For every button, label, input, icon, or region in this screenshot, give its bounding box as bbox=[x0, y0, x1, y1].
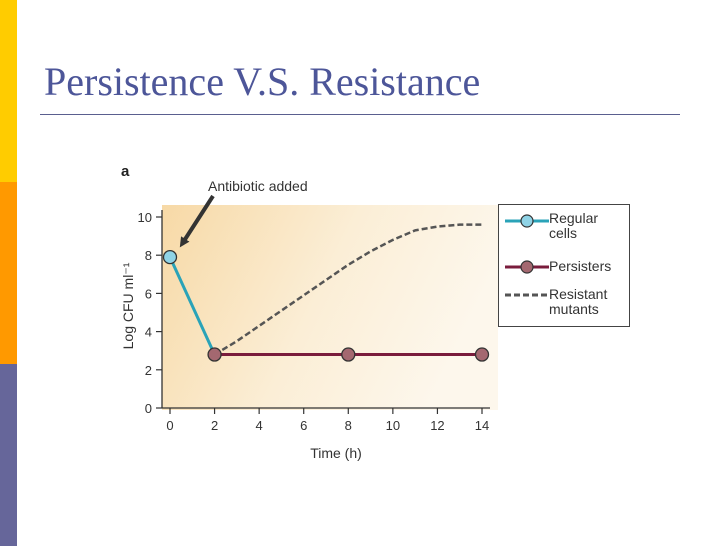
y-tick-label: 8 bbox=[145, 248, 152, 263]
x-tick-label: 4 bbox=[256, 418, 263, 433]
chart-legend: Regular cells Persisters Resistant mutan… bbox=[498, 204, 630, 327]
series-line-regular-cells bbox=[168, 256, 216, 356]
y-tick-label: 2 bbox=[145, 363, 152, 378]
accent-bar-yellow bbox=[0, 0, 17, 182]
slide-title: Persistence V.S. Resistance bbox=[44, 59, 481, 104]
y-tick-label: 0 bbox=[145, 401, 152, 416]
y-tick-label: 6 bbox=[145, 286, 152, 301]
y-tick-label: 4 bbox=[145, 325, 152, 340]
x-axis-label: Time (h) bbox=[310, 445, 362, 461]
legend-swatch-regular-cells bbox=[505, 214, 549, 228]
data-point-persisters bbox=[207, 347, 222, 362]
y-tick-label: 10 bbox=[138, 210, 152, 225]
panel-label: a bbox=[121, 163, 130, 180]
plot-background bbox=[162, 205, 498, 410]
legend-label-persisters: Persisters bbox=[549, 258, 612, 274]
title-divider bbox=[40, 114, 680, 115]
legend-swatch-persisters bbox=[505, 260, 549, 274]
y-axis-label: Log CFU ml⁻¹ bbox=[120, 262, 136, 349]
x-tick-label: 14 bbox=[475, 418, 489, 433]
x-tick-label: 8 bbox=[345, 418, 352, 433]
data-point-persisters bbox=[341, 347, 356, 362]
legend-label-resistant-mutants: Resistant mutants bbox=[549, 286, 608, 317]
x-tick-label: 2 bbox=[211, 418, 218, 433]
x-tick-label: 6 bbox=[300, 418, 307, 433]
annotation-arrow bbox=[179, 194, 215, 248]
accent-bar-purple bbox=[0, 364, 17, 546]
data-point-regular-cells bbox=[162, 249, 178, 265]
x-tick-label: 10 bbox=[386, 418, 400, 433]
legend-label-regular-cells: Regular cells bbox=[549, 210, 599, 241]
annotation-text: Antibiotic added bbox=[208, 178, 308, 194]
x-tick-label: 12 bbox=[430, 418, 444, 433]
legend-swatch-resistant-mutants bbox=[505, 293, 549, 297]
accent-bar-orange bbox=[0, 182, 17, 364]
x-tick-label: 0 bbox=[166, 418, 173, 433]
data-point-persisters bbox=[474, 347, 490, 362]
